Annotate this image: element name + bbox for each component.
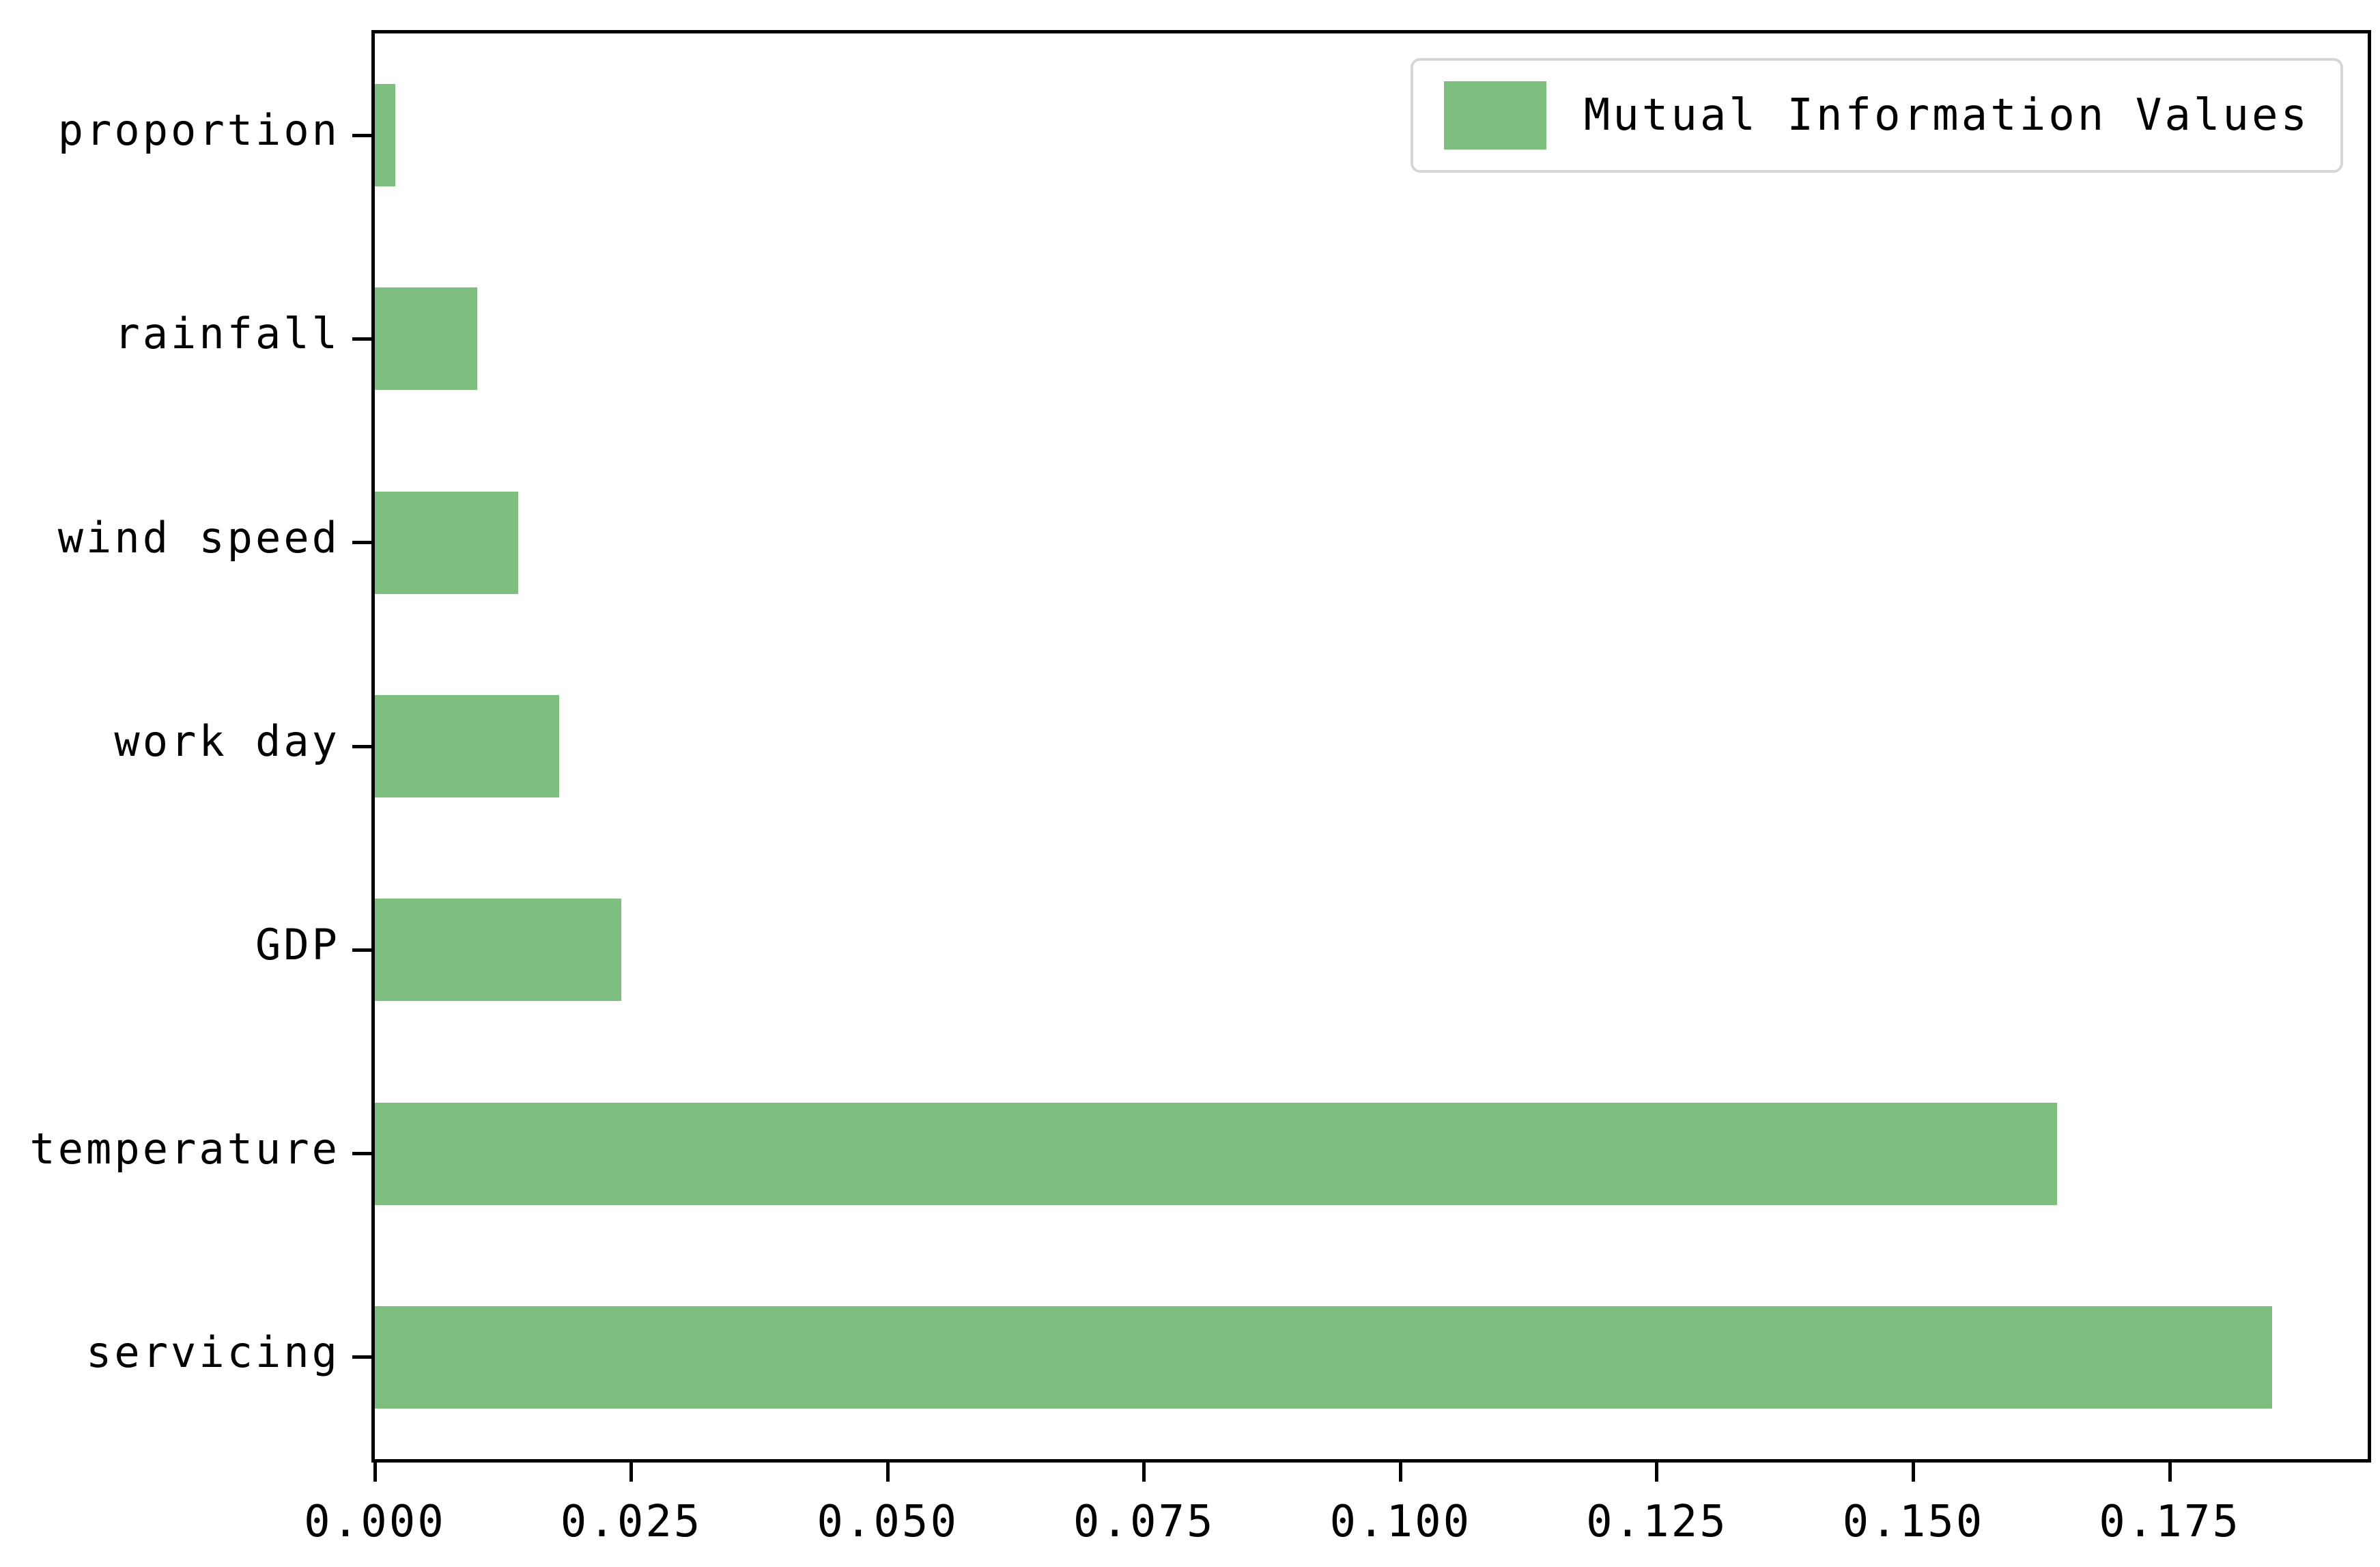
y-label-rainfall: rainfall bbox=[114, 309, 340, 359]
bar-rainfall bbox=[375, 287, 477, 391]
x-tick-0.000 bbox=[373, 1463, 377, 1482]
y-label-work-day: work day bbox=[114, 716, 340, 766]
y-tick-work-day bbox=[352, 744, 371, 748]
x-tick-label-0.150: 0.150 bbox=[1842, 1497, 1985, 1547]
x-tick-0.075 bbox=[1142, 1463, 1146, 1482]
x-tick-0.150 bbox=[1911, 1463, 1915, 1482]
x-tick-label-0.025: 0.025 bbox=[560, 1497, 703, 1547]
y-label-servicing: servicing bbox=[86, 1327, 340, 1377]
x-tick-label-0.175: 0.175 bbox=[2099, 1497, 2241, 1547]
y-tick-rainfall bbox=[352, 337, 371, 341]
x-tick-0.100 bbox=[1398, 1463, 1402, 1482]
x-tick-0.025 bbox=[629, 1463, 634, 1482]
bar-servicing bbox=[375, 1305, 2272, 1409]
y-label-proportion: proportion bbox=[57, 105, 340, 156]
x-tick-label-0.000: 0.000 bbox=[304, 1497, 446, 1547]
legend: Mutual Information Values bbox=[1410, 58, 2343, 173]
x-tick-label-0.125: 0.125 bbox=[1586, 1497, 1728, 1547]
legend-label: Mutual Information Values bbox=[1583, 90, 2310, 141]
x-tick-0.050 bbox=[886, 1463, 890, 1482]
x-tick-0.175 bbox=[2168, 1463, 2172, 1482]
y-tick-servicing bbox=[352, 1355, 371, 1359]
bar-temperature bbox=[375, 1102, 2057, 1205]
bar-work-day bbox=[375, 695, 559, 797]
x-tick-label-0.100: 0.100 bbox=[1329, 1497, 1472, 1547]
plot-area: Mutual Information Values bbox=[371, 30, 2371, 1463]
bar-gdp bbox=[375, 899, 621, 1002]
x-tick-0.125 bbox=[1655, 1463, 1659, 1482]
bar-proportion bbox=[375, 84, 395, 187]
y-label-temperature: temperature bbox=[29, 1123, 340, 1174]
x-tick-label-0.075: 0.075 bbox=[1073, 1497, 1215, 1547]
y-label-gdp: GDP bbox=[255, 920, 340, 970]
y-tick-wind-speed bbox=[352, 541, 371, 545]
x-tick-label-0.050: 0.050 bbox=[817, 1497, 959, 1547]
y-tick-proportion bbox=[352, 133, 371, 137]
y-tick-temperature bbox=[352, 1152, 371, 1156]
y-tick-gdp bbox=[352, 948, 371, 952]
legend-swatch bbox=[1443, 81, 1546, 150]
bar-wind-speed bbox=[375, 491, 518, 594]
y-label-wind-speed: wind speed bbox=[57, 512, 340, 563]
